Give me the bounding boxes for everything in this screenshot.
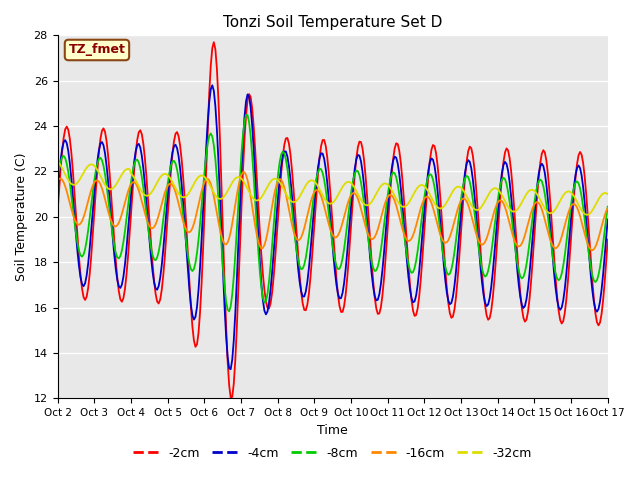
Legend: -2cm, -4cm, -8cm, -16cm, -32cm: -2cm, -4cm, -8cm, -16cm, -32cm [129, 442, 537, 465]
Y-axis label: Soil Temperature (C): Soil Temperature (C) [15, 153, 28, 281]
X-axis label: Time: Time [317, 424, 348, 437]
Title: Tonzi Soil Temperature Set D: Tonzi Soil Temperature Set D [223, 15, 442, 30]
Text: TZ_fmet: TZ_fmet [68, 44, 125, 57]
